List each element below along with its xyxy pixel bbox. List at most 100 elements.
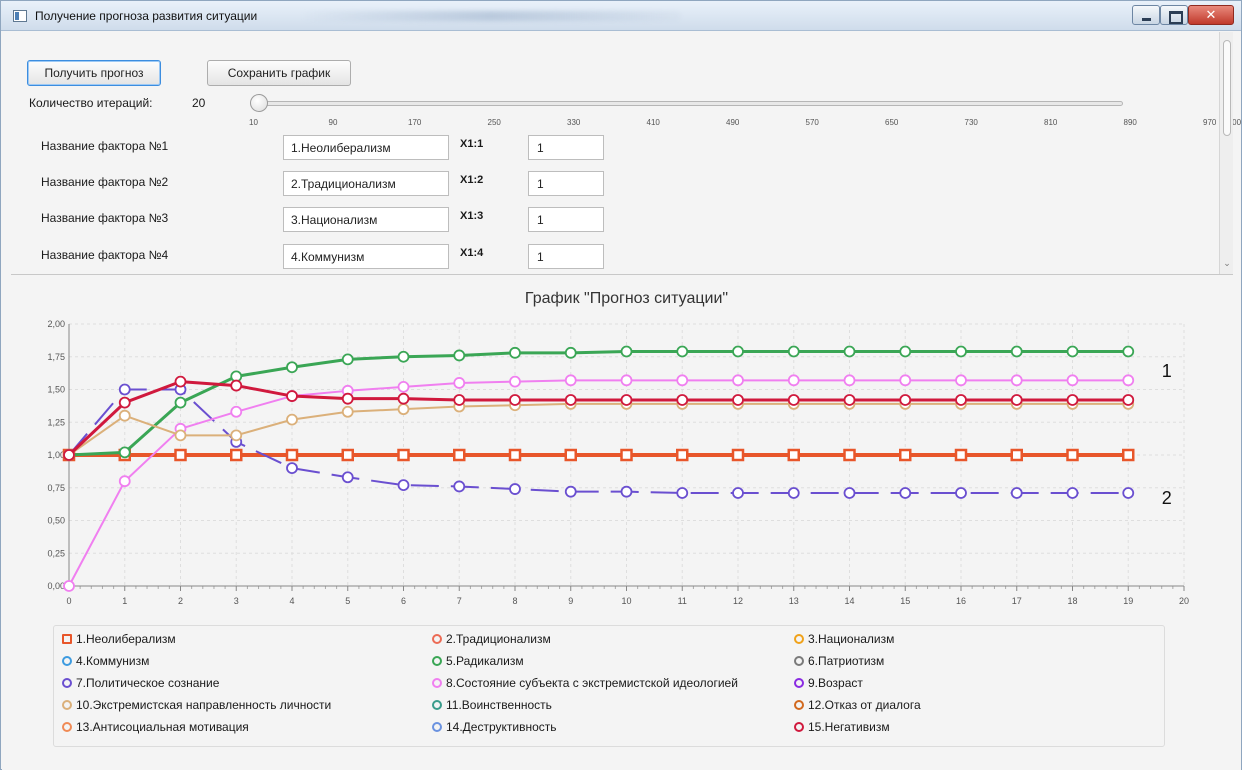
series-point xyxy=(1122,487,1135,499)
y-tick-label: 0,25 xyxy=(47,548,65,558)
series-point xyxy=(453,448,466,462)
legend-item[interactable]: 9.Возраст xyxy=(794,676,863,690)
get-forecast-button[interactable]: Получить прогноз xyxy=(27,60,161,86)
factor-x-label: X1:4 xyxy=(460,247,484,259)
series-point xyxy=(787,448,800,462)
scroll-down-icon[interactable]: ⌄ xyxy=(1223,258,1231,268)
x-tick-label: 12 xyxy=(733,596,743,606)
series-line xyxy=(68,388,1129,494)
legend-label: 5.Радикализм xyxy=(446,654,524,668)
title-bar[interactable]: Получение прогноза развития ситуации ✕ xyxy=(1,1,1241,31)
legend-item[interactable]: 7.Политическое сознание xyxy=(62,676,219,690)
series-point xyxy=(1010,374,1023,387)
legend-item[interactable]: 15.Негативизм xyxy=(794,720,890,734)
legend-item[interactable]: 3.Национализм xyxy=(794,632,894,646)
slider-tick-label: 730 xyxy=(964,118,978,127)
vertical-scrollbar[interactable]: ⌄ xyxy=(1219,32,1233,274)
series-point xyxy=(1010,487,1023,499)
y-tick-label: 1,75 xyxy=(47,352,65,362)
chart-title: График "Прогноз ситуации" xyxy=(525,290,728,307)
x-tick-label: 5 xyxy=(345,596,350,606)
x-tick-label: 1 xyxy=(122,596,127,606)
close-button[interactable]: ✕ xyxy=(1188,5,1234,25)
series-point xyxy=(620,448,633,462)
factor-name-input[interactable] xyxy=(283,207,449,232)
series-point xyxy=(620,394,633,406)
series-point xyxy=(1066,345,1079,358)
factor-x-label: X1:1 xyxy=(460,138,484,150)
scrollbar-thumb[interactable] xyxy=(1223,40,1231,136)
series-point xyxy=(620,485,633,498)
maximize-button[interactable] xyxy=(1160,5,1188,25)
chart-annotation: 2 xyxy=(1162,488,1172,508)
y-tick-label: 1,50 xyxy=(47,385,65,395)
series-point xyxy=(1122,374,1135,387)
legend-label: 11.Воинственность xyxy=(446,698,552,712)
circle-marker-icon xyxy=(62,678,72,688)
series-point xyxy=(1010,345,1023,358)
legend-label: 9.Возраст xyxy=(808,676,863,690)
forecast-chart: График "Прогноз ситуации" 0,00 0,25 0,50 0,7… xyxy=(47,290,1189,606)
legend-item[interactable]: 2.Традиционализм xyxy=(432,632,551,646)
save-chart-button[interactable]: Сохранить график xyxy=(207,60,351,86)
legend-item[interactable]: 5.Радикализм xyxy=(432,654,524,668)
minimize-button[interactable] xyxy=(1132,5,1160,25)
factor-name-label: Название фактора №4 xyxy=(41,248,169,262)
series-point xyxy=(341,471,354,484)
factor-x-label: X1:2 xyxy=(460,174,484,186)
series-point xyxy=(843,345,856,358)
x-tick-label: 16 xyxy=(956,596,966,606)
series-line xyxy=(67,380,1129,457)
legend-item[interactable]: 10.Экстремистская направленность личност… xyxy=(62,698,331,712)
x-tick-label: 18 xyxy=(1067,596,1077,606)
x-tick-label: 3 xyxy=(234,596,239,606)
series-point xyxy=(397,403,410,416)
circle-marker-icon xyxy=(794,722,804,732)
x-tick-label: 19 xyxy=(1123,596,1133,606)
factor-x-input[interactable] xyxy=(528,207,604,232)
legend-item[interactable]: 12.Отказ от диалога xyxy=(794,698,921,712)
iterations-slider-track[interactable] xyxy=(255,101,1123,106)
series-point xyxy=(230,448,243,462)
slider-tick-label: 650 xyxy=(885,118,899,127)
series-point xyxy=(955,374,967,387)
x-tick-label: 7 xyxy=(457,596,462,606)
factor-name-label: Название фактора №3 xyxy=(41,211,169,225)
legend-item[interactable]: 4.Коммунизм xyxy=(62,654,149,668)
series-point xyxy=(676,394,689,406)
series-point xyxy=(620,374,633,387)
legend-item[interactable]: 11.Воинственность xyxy=(432,698,552,712)
chart-legend: 1.Неолиберализм 2.Традиционализм 3.Национа… xyxy=(53,625,1165,747)
y-tick-label: 0,75 xyxy=(47,483,65,493)
factor-x-input[interactable] xyxy=(528,135,604,160)
series-point xyxy=(118,409,131,422)
series-point xyxy=(676,487,689,499)
legend-item[interactable]: 6.Патриотизм xyxy=(794,654,884,668)
factor-name-input[interactable] xyxy=(283,135,449,160)
factor-x-input[interactable] xyxy=(528,244,604,269)
legend-item[interactable]: 14.Деструктивность xyxy=(432,720,557,734)
legend-item[interactable]: 8.Состояние субъекта с экстремистской ид… xyxy=(432,676,738,690)
x-tick-label: 0 xyxy=(66,596,71,606)
iterations-slider-thumb[interactable] xyxy=(250,94,268,112)
series-point xyxy=(899,345,912,358)
legend-item[interactable]: 13.Антисоциальная мотивация xyxy=(62,720,249,734)
legend-item[interactable]: 1.Неолиберализм xyxy=(62,632,176,646)
series-point xyxy=(397,350,410,363)
series-point xyxy=(843,394,856,406)
series-point xyxy=(564,394,577,406)
series-point xyxy=(63,580,75,592)
series-point xyxy=(564,374,577,387)
series-line xyxy=(68,350,1129,457)
series-point xyxy=(676,374,689,387)
series-point xyxy=(787,374,800,387)
series-point xyxy=(285,448,299,462)
factor-name-input[interactable] xyxy=(283,244,449,269)
series-point xyxy=(564,485,577,498)
x-tick-label: 14 xyxy=(844,596,854,606)
factor-x-input[interactable] xyxy=(528,171,604,196)
iterations-value: 20 xyxy=(192,96,206,110)
factor-name-input[interactable] xyxy=(283,171,449,196)
close-icon: ✕ xyxy=(1205,7,1217,22)
